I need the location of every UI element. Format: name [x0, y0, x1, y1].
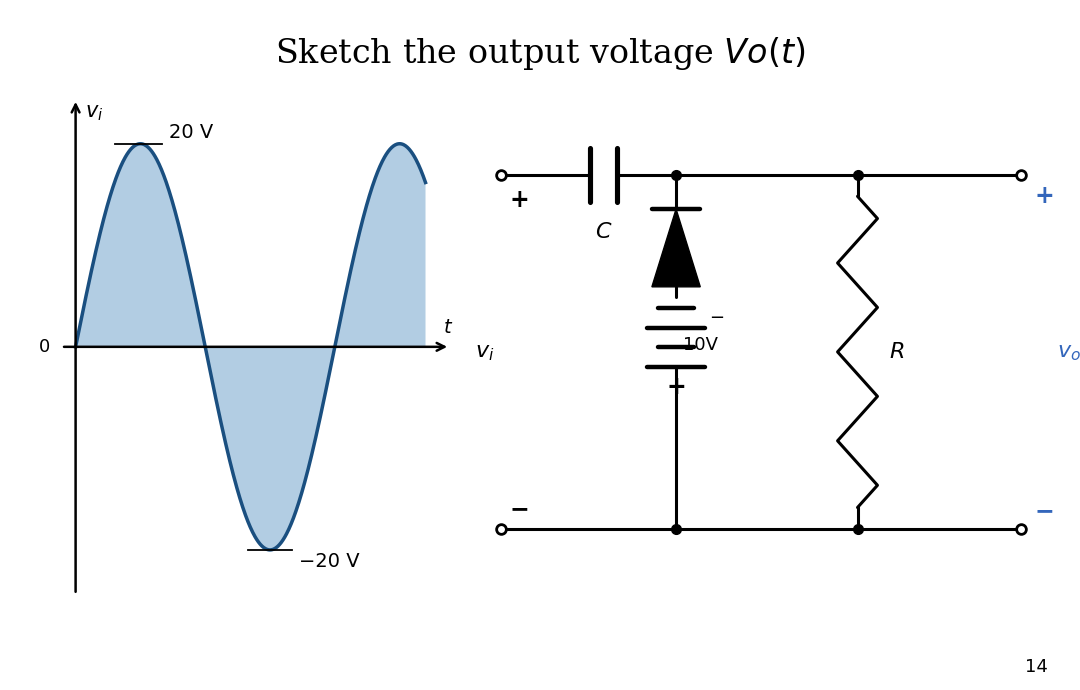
Text: $t$: $t$ — [443, 319, 453, 337]
Text: −: − — [710, 309, 725, 327]
Text: 14: 14 — [1025, 658, 1048, 676]
Text: 0: 0 — [39, 338, 51, 356]
Text: $v_i$: $v_i$ — [475, 341, 495, 363]
Text: $v_i$: $v_i$ — [84, 103, 103, 123]
Text: 10V: 10V — [684, 336, 718, 354]
Text: $R$: $R$ — [889, 341, 904, 363]
Text: Sketch the output voltage $Vo(t)$: Sketch the output voltage $Vo(t)$ — [274, 34, 806, 72]
Text: −: − — [1035, 499, 1054, 523]
Polygon shape — [652, 209, 700, 287]
Text: +: + — [666, 375, 686, 399]
Text: $C$: $C$ — [595, 221, 612, 243]
Text: +: + — [1035, 184, 1054, 208]
Text: +: + — [510, 188, 529, 212]
Text: −: − — [510, 497, 529, 521]
Text: 20 V: 20 V — [170, 123, 214, 141]
Text: −20 V: −20 V — [299, 552, 360, 571]
Text: $v_o$: $v_o$ — [1057, 341, 1080, 363]
